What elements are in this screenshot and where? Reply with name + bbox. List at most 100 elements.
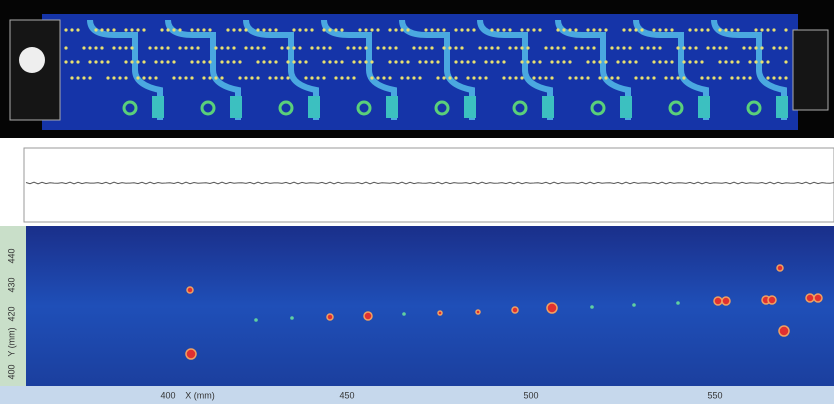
pcb-dot <box>436 60 440 64</box>
pcb-dot <box>466 76 470 80</box>
pcb-dot <box>508 28 512 32</box>
pcb-dot <box>496 46 500 50</box>
pcb-dot <box>76 60 80 64</box>
pcb-dot <box>94 46 98 50</box>
pcb-dot <box>196 60 200 64</box>
pcb-trace <box>399 19 475 120</box>
pcb-dot <box>256 60 260 64</box>
pcb-dot <box>148 46 152 50</box>
pcb-pad <box>776 96 788 118</box>
pcb-dot <box>640 28 644 32</box>
pcb-dot <box>724 60 728 64</box>
pcb-dot <box>268 60 272 64</box>
pcb-dot <box>424 60 428 64</box>
pcb-dot <box>154 76 158 80</box>
pcb-dot <box>172 28 176 32</box>
pcb-dot <box>214 76 218 80</box>
pcb-dot <box>760 46 764 50</box>
pcb-dot <box>478 76 482 80</box>
x-tick-label: 400 <box>160 390 175 400</box>
pcb-dot <box>328 46 332 50</box>
pcb-dot <box>682 76 686 80</box>
pcb-dot <box>682 46 686 50</box>
pcb-dot <box>322 28 326 32</box>
pcb-dot <box>730 76 734 80</box>
pcb-dot <box>628 28 632 32</box>
pcb-dot <box>238 60 242 64</box>
pcb-dot <box>364 60 368 64</box>
pcb-dot <box>586 76 590 80</box>
pcb-dot <box>646 76 650 80</box>
pcb-dot <box>784 46 788 50</box>
pcb-dot <box>490 60 494 64</box>
pcb-dot <box>322 76 326 80</box>
pcb-dot <box>70 28 74 32</box>
pcb-dot <box>418 60 422 64</box>
pcb-dot <box>454 60 458 64</box>
defect <box>776 264 784 272</box>
x-tick-label: 450 <box>339 390 354 400</box>
pcb-dot <box>172 76 176 80</box>
pcb-dot <box>274 60 278 64</box>
pcb-dot <box>502 76 506 80</box>
pcb-dot <box>526 46 530 50</box>
pcb-dot <box>106 60 110 64</box>
pcb-dot <box>586 46 590 50</box>
pcb-dot <box>148 76 152 80</box>
pcb-pad <box>152 96 164 118</box>
pcb-dot <box>742 46 746 50</box>
pcb-via <box>434 100 450 116</box>
pcb-dot <box>442 28 446 32</box>
profile-panel <box>23 147 834 223</box>
pcb-dot <box>658 46 662 50</box>
pcb-dot <box>706 28 710 32</box>
pcb-pad <box>620 96 632 118</box>
pcb-via <box>512 100 528 116</box>
pcb-dot <box>598 76 602 80</box>
pcb-dot <box>262 60 266 64</box>
pcb-dot <box>256 28 260 32</box>
pcb-dot <box>580 76 584 80</box>
pcb-dot <box>64 28 68 32</box>
pcb-dot <box>406 28 410 32</box>
pcb-dot <box>484 76 488 80</box>
pcb-dot <box>382 46 386 50</box>
pcb-dot <box>472 76 476 80</box>
defect <box>778 325 790 337</box>
pcb-dot <box>274 28 278 32</box>
pcb-dot <box>310 46 314 50</box>
pcb-dot <box>712 46 716 50</box>
defect <box>437 310 443 316</box>
pcb-dot <box>82 76 86 80</box>
pcb-dot <box>694 46 698 50</box>
pcb-trace <box>555 19 631 120</box>
pcb-dot <box>736 60 740 64</box>
pcb-dot <box>550 60 554 64</box>
pcb-dot <box>304 28 308 32</box>
pcb-trace <box>165 19 241 120</box>
pcb-dot <box>586 28 590 32</box>
pcb-dot <box>430 60 434 64</box>
pcb-dot <box>562 60 566 64</box>
pcb-dot <box>772 76 776 80</box>
pcb-dot <box>556 60 560 64</box>
pcb-dot <box>166 28 170 32</box>
pcb-dot <box>670 76 674 80</box>
pcb-dot <box>724 28 728 32</box>
pcb-dot <box>382 76 386 80</box>
pcb-dot <box>214 46 218 50</box>
pcb-dot <box>538 76 542 80</box>
pcb-dot <box>676 76 680 80</box>
pcb-dot <box>196 46 200 50</box>
pcb-dot <box>274 76 278 80</box>
pcb-dot <box>406 76 410 80</box>
pcb-dot <box>136 76 140 80</box>
pcb-dot <box>352 46 356 50</box>
pcb-dot <box>190 76 194 80</box>
y-axis-label: Y (mm) <box>6 327 16 356</box>
defect-small <box>590 305 594 309</box>
pcb-dot <box>190 28 194 32</box>
pcb-dot <box>130 28 134 32</box>
pcb-pad <box>698 96 710 118</box>
pcb-dot <box>100 28 104 32</box>
